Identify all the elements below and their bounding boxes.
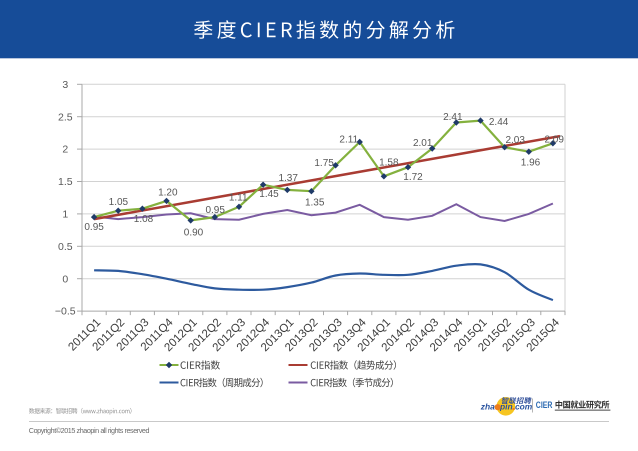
svg-text:−0.5: −0.5 — [55, 306, 76, 318]
svg-text:1.35: 1.35 — [305, 198, 325, 209]
svg-text:1.45: 1.45 — [259, 189, 279, 200]
svg-text:1.96: 1.96 — [521, 158, 541, 169]
svg-text:1.58: 1.58 — [379, 158, 399, 169]
svg-text:CIER: CIER — [536, 400, 553, 411]
svg-text:3: 3 — [62, 79, 68, 91]
svg-text:1.72: 1.72 — [403, 172, 423, 183]
svg-text:2.11: 2.11 — [339, 134, 358, 145]
svg-text:1.05: 1.05 — [109, 197, 129, 208]
svg-text:Copyright©2015 zhaopin all rig: Copyright©2015 zhaopin all rights reserv… — [29, 426, 150, 435]
svg-text:0.95: 0.95 — [84, 222, 104, 233]
svg-text:0.95: 0.95 — [205, 205, 225, 216]
svg-text:2.01: 2.01 — [413, 138, 433, 149]
svg-text:2.41: 2.41 — [443, 112, 463, 123]
svg-text:1.08: 1.08 — [134, 214, 154, 225]
svg-text:2.09: 2.09 — [544, 135, 564, 146]
svg-text:0: 0 — [62, 273, 68, 285]
svg-text:1: 1 — [62, 209, 68, 221]
svg-text:1.11: 1.11 — [229, 193, 248, 204]
svg-text:1.75: 1.75 — [314, 158, 334, 169]
svg-text:2.5: 2.5 — [58, 111, 73, 123]
svg-text:zhaopin.com: zhaopin.com — [480, 403, 533, 412]
svg-text:1.5: 1.5 — [58, 176, 73, 188]
svg-text:0.5: 0.5 — [58, 241, 73, 253]
svg-text:2: 2 — [62, 144, 68, 156]
svg-text:2.44: 2.44 — [489, 117, 509, 128]
svg-text:1.20: 1.20 — [158, 188, 178, 199]
svg-text:0.90: 0.90 — [184, 227, 204, 238]
svg-text:1.37: 1.37 — [278, 173, 298, 184]
svg-text:2.03: 2.03 — [505, 135, 525, 146]
